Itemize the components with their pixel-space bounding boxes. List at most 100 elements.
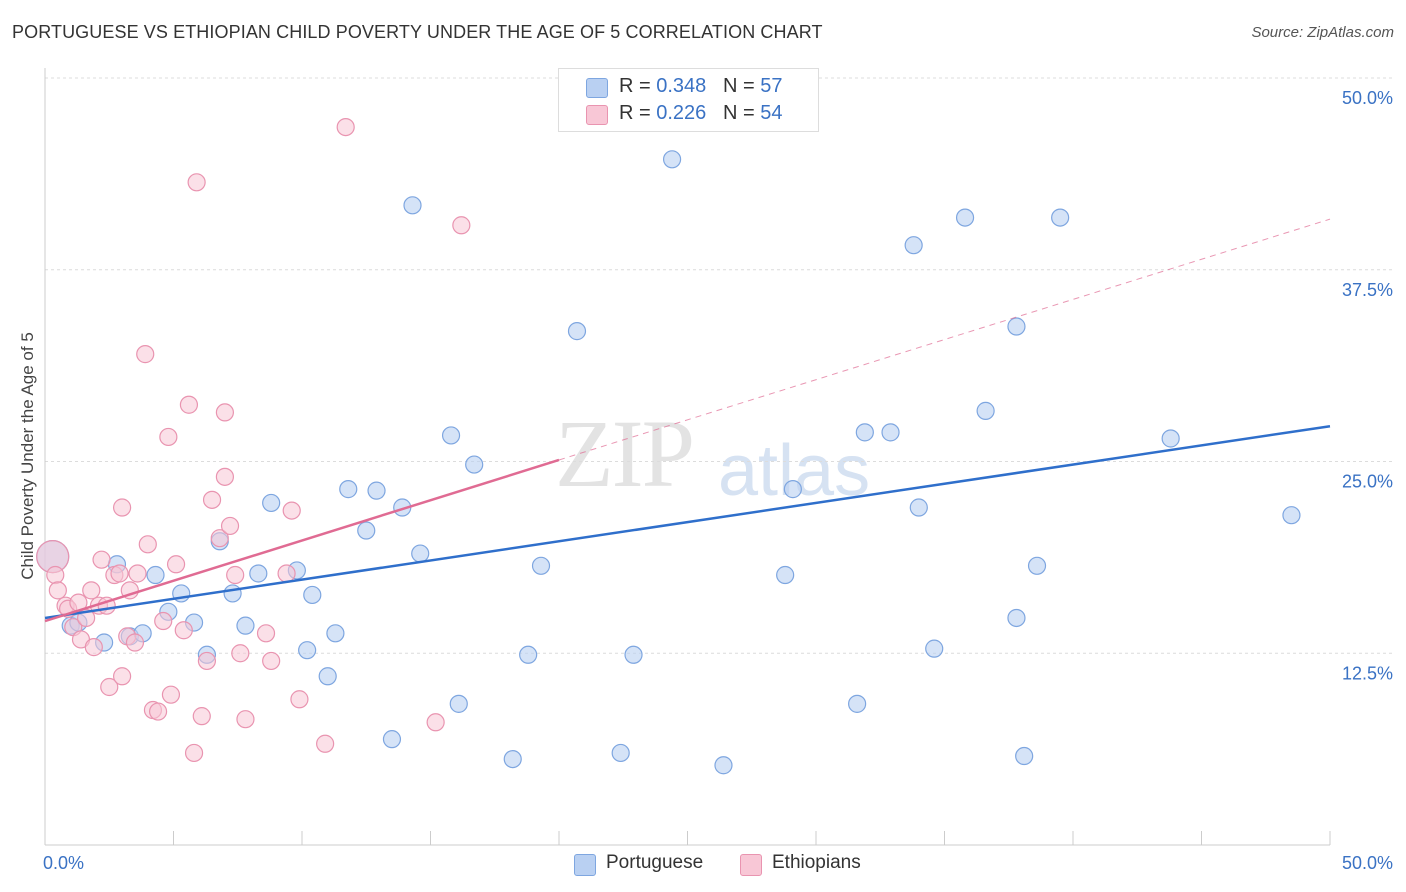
data-point-portuguese xyxy=(249,564,268,583)
data-point-ethiopians xyxy=(236,710,255,729)
data-point-portuguese xyxy=(298,641,317,660)
legend-label-ethiopians: Ethiopians xyxy=(772,852,861,873)
data-point-ethiopians xyxy=(174,621,193,640)
data-point-ethiopians xyxy=(316,734,335,753)
data-point-ethiopians xyxy=(197,651,217,671)
data-point-ethiopians xyxy=(154,611,173,631)
data-point-ethiopians xyxy=(282,501,301,520)
data-point-portuguese xyxy=(465,455,484,474)
x-tick-label: 50.0% xyxy=(1342,853,1393,873)
chart-title: PORTUGUESE VS ETHIOPIAN CHILD POVERTY UN… xyxy=(12,22,823,42)
data-point-portuguese xyxy=(367,481,386,500)
data-point-portuguese xyxy=(318,667,337,686)
legend-r-label: R = xyxy=(619,75,657,97)
data-point-portuguese xyxy=(146,565,165,585)
data-point-ethiopians xyxy=(262,651,281,671)
data-point-ethiopians xyxy=(179,395,199,414)
legend-text-portuguese: R = 0.348 N = 57 xyxy=(619,75,782,98)
data-point-portuguese xyxy=(531,556,551,575)
data-point-portuguese xyxy=(303,585,322,605)
data-point-ethiopians xyxy=(48,581,67,600)
data-point-ethiopians xyxy=(192,707,211,726)
data-point-portuguese xyxy=(567,322,587,341)
data-point-ethiopians xyxy=(112,498,132,517)
data-point-portuguese xyxy=(776,565,795,585)
data-point-ethiopians xyxy=(112,667,132,686)
data-point-ethiopians xyxy=(215,467,234,486)
data-point-portuguese xyxy=(848,694,867,713)
trend-line-ethiopians-extension xyxy=(558,218,1331,461)
data-point-portuguese xyxy=(503,749,522,769)
legend-label-portuguese: Portuguese xyxy=(606,852,704,873)
data-point-ethiopians xyxy=(187,173,206,192)
grid-lines xyxy=(45,77,1395,654)
data-point-portuguese xyxy=(855,423,874,442)
data-point-portuguese xyxy=(955,208,975,227)
data-point-portuguese xyxy=(881,423,900,442)
data-point-portuguese xyxy=(662,150,682,169)
data-point-ethiopians xyxy=(166,555,186,574)
trend-line-portuguese xyxy=(44,424,1331,620)
data-point-ethiopians xyxy=(277,564,296,583)
data-point-portuguese xyxy=(976,401,995,420)
data-point-ethiopians xyxy=(226,565,245,585)
data-point-ethiopians xyxy=(336,117,355,137)
data-point-portuguese xyxy=(904,236,923,255)
legend-n-label: N = xyxy=(722,102,761,124)
trend-line-ethiopians xyxy=(44,458,560,623)
legend-text-ethiopians: R = 0.226 N = 54 xyxy=(619,102,782,125)
data-point-portuguese xyxy=(783,480,802,499)
trend-lines xyxy=(44,218,1331,623)
x-tick-label: 0.0% xyxy=(43,853,84,873)
data-point-ethiopians xyxy=(215,403,234,422)
data-point-portuguese xyxy=(909,498,928,517)
data-point-portuguese xyxy=(1007,317,1026,336)
tick-labels: 12.5% 25.0% 37.5% 50.0% 0.0% 50.0% xyxy=(43,88,1393,873)
series-portuguese-points xyxy=(36,150,1301,775)
correlation-legend: R = 0.348 N = 57 R = 0.226 N = 54 xyxy=(558,68,819,132)
legend-r-value: 0.226 xyxy=(656,102,707,124)
source-label: Source: ZipAtlas.com xyxy=(1251,24,1394,41)
data-point-ethiopians xyxy=(148,702,168,721)
data-point-ethiopians xyxy=(138,535,157,554)
y-tick-label: 12.5% xyxy=(1342,663,1393,683)
data-point-ethiopians xyxy=(426,713,445,732)
data-point-portuguese xyxy=(714,756,733,775)
data-point-ethiopians xyxy=(210,529,229,548)
axes xyxy=(44,68,1331,846)
data-point-portuguese xyxy=(357,521,376,540)
data-point-portuguese xyxy=(339,480,358,499)
data-point-ethiopians xyxy=(231,644,250,663)
legend-swatch-ethiopians xyxy=(586,105,608,125)
data-point-portuguese xyxy=(1015,746,1034,766)
data-point-ethiopians xyxy=(82,581,101,600)
data-point-portuguese xyxy=(382,730,402,749)
data-point-portuguese xyxy=(403,196,422,215)
data-point-portuguese xyxy=(1282,506,1301,525)
data-point-portuguese xyxy=(441,426,461,445)
legend-swatch-portuguese xyxy=(574,854,596,876)
data-point-ethiopians xyxy=(290,690,309,709)
data-point-portuguese xyxy=(925,639,944,658)
y-tick-label: 25.0% xyxy=(1342,472,1393,492)
data-point-ethiopians xyxy=(159,427,178,447)
data-point-ethiopians xyxy=(136,345,155,364)
data-point-ethiopians xyxy=(220,516,240,536)
data-point-portuguese xyxy=(411,544,430,563)
data-point-ethiopians xyxy=(128,564,147,583)
series-ethiopians-points xyxy=(36,117,471,763)
data-point-portuguese xyxy=(1027,556,1047,575)
data-point-ethiopians xyxy=(100,677,119,697)
legend-n-label: N = xyxy=(722,75,761,97)
data-point-ethiopians xyxy=(46,565,65,585)
legend-swatch-portuguese xyxy=(586,78,608,98)
legend-swatch-ethiopians xyxy=(740,854,762,876)
data-point-portuguese xyxy=(223,584,242,603)
data-point-portuguese xyxy=(519,645,538,664)
data-point-ethiopians xyxy=(202,490,222,509)
y-tick-label: 50.0% xyxy=(1342,88,1393,108)
data-point-portuguese xyxy=(326,624,345,643)
legend-n-value: 54 xyxy=(760,102,783,124)
data-point-portuguese xyxy=(1051,208,1070,227)
data-point-portuguese xyxy=(449,694,468,713)
